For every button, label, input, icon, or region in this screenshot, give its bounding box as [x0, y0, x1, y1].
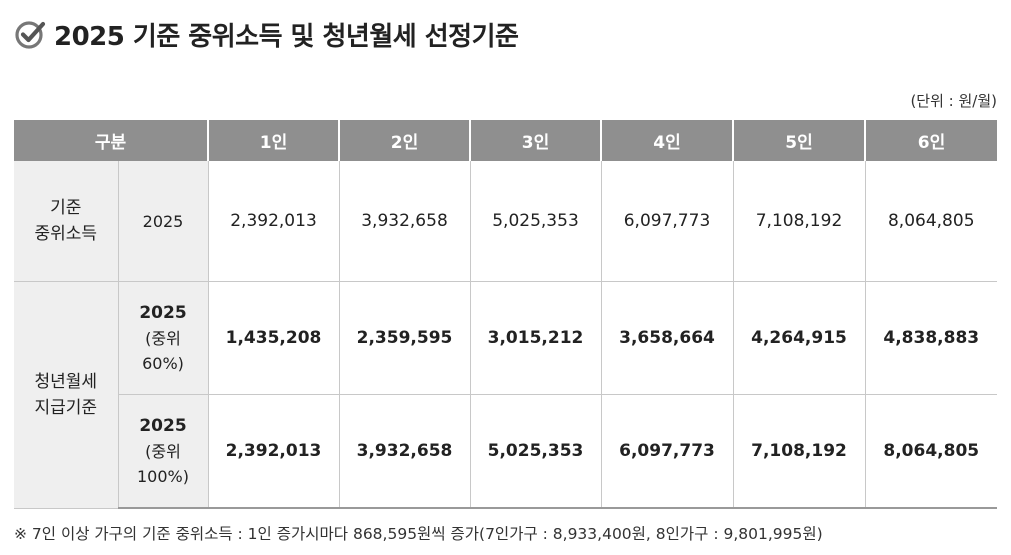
table-cell: 5,025,353	[469, 161, 601, 282]
header-col: 5인	[732, 120, 865, 161]
table-cell: 3,658,664	[600, 281, 733, 395]
table-cell: 3,932,658	[338, 394, 470, 509]
footnote: ※ 7인 이상 가구의 기준 중위소득 : 1인 증가시마다 868,595원씩…	[14, 525, 823, 543]
header-col: 1인	[207, 120, 339, 161]
median-year: 2025	[117, 161, 208, 282]
table-cell: 7,108,192	[732, 394, 865, 509]
rent60-label: 2025 (중위 60%)	[117, 281, 208, 395]
table-row: 청년월세 지급기준 2025 (중위 60%) 1,435,208 2,359,…	[14, 281, 997, 509]
table-cell: 4,264,915	[732, 281, 865, 395]
table-row: 기준 중위소득 2025 2,392,013 3,932,658 5,025,3…	[14, 161, 997, 282]
unit-note: (단위 : 원/월)	[910, 92, 997, 110]
header-col: 3인	[469, 120, 601, 161]
table-cell: 6,097,773	[600, 394, 733, 509]
header-col: 6인	[864, 120, 997, 161]
table-cell: 4,838,883	[864, 281, 997, 395]
table-cell: 2,359,595	[338, 281, 470, 395]
table-cell: 2,392,013	[207, 161, 339, 282]
table-cell: 1,435,208	[207, 281, 339, 395]
income-table: 구분 1인 2인 3인 4인 5인 6인 기준 중위소득 2025 2,392,…	[14, 120, 997, 509]
table-cell: 6,097,773	[600, 161, 733, 282]
rent-criteria-label: 청년월세 지급기준	[14, 281, 118, 509]
page-title: 2025 기준 중위소득 및 청년월세 선정기준	[14, 14, 519, 54]
title-text: 2025 기준 중위소득 및 청년월세 선정기준	[54, 21, 519, 52]
table-cell: 2,392,013	[207, 394, 339, 509]
header-col: 4인	[600, 120, 733, 161]
median-income-label: 기준 중위소득	[14, 161, 118, 282]
header-category: 구분	[14, 120, 208, 161]
table-row: 2025 (중위 100%) 2,392,013 3,932,658 5,025…	[14, 394, 997, 509]
header-row: 구분 1인 2인 3인 4인 5인 6인	[14, 120, 997, 161]
check-circle-icon	[14, 18, 46, 50]
table-cell: 8,064,805	[864, 161, 997, 282]
table-cell: 8,064,805	[864, 394, 997, 509]
table-cell: 5,025,353	[469, 394, 601, 509]
table-cell: 7,108,192	[732, 161, 865, 282]
rent100-label: 2025 (중위 100%)	[117, 394, 208, 509]
table-cell: 3,015,212	[469, 281, 601, 395]
header-col: 2인	[338, 120, 470, 161]
table-cell: 3,932,658	[338, 161, 470, 282]
